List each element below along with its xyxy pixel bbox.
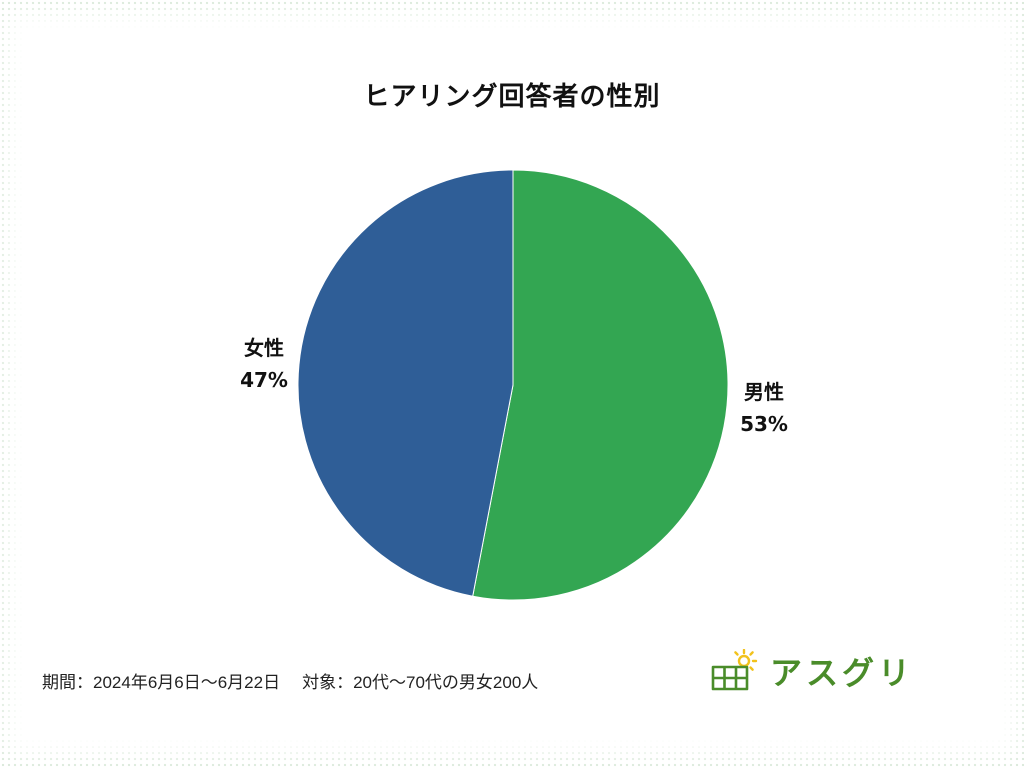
pie-slice-male xyxy=(472,169,729,601)
logo-text: アスグリ xyxy=(770,654,915,692)
slice-label-male-value: 53% xyxy=(740,412,788,436)
chart-title: ヒアリング回答者の性別 xyxy=(363,82,661,112)
footer-period: 期間：2024年6月6日〜6月22日 xyxy=(42,673,281,692)
slice-label-male-name: 男性 xyxy=(744,380,784,404)
brand-logo: アスグリ xyxy=(710,648,914,694)
footer-target: 対象：20代〜70代の男女200人 xyxy=(302,673,539,692)
solar-panel-sun-icon xyxy=(711,649,758,691)
slice-label-female-name: 女性 xyxy=(244,336,284,360)
pie-slice-female xyxy=(297,169,514,597)
slice-label-male: 男性 53% xyxy=(724,376,804,440)
slice-label-female: 女性 47% xyxy=(224,332,304,396)
slice-label-female-value: 47% xyxy=(240,368,288,392)
footer-note: 期間：2024年6月6日〜6月22日 対象：20代〜70代の男女200人 xyxy=(42,668,538,693)
